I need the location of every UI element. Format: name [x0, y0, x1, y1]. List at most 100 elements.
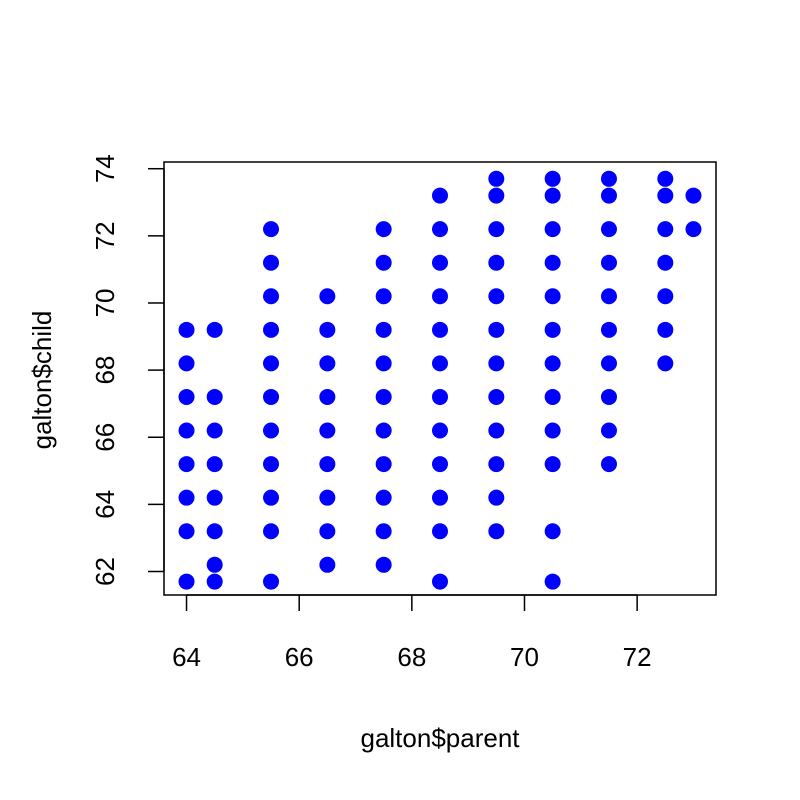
data-point	[600, 288, 617, 305]
data-point	[600, 456, 617, 473]
data-point	[600, 388, 617, 405]
data-point	[544, 254, 561, 271]
data-point	[600, 170, 617, 187]
data-point	[178, 523, 195, 540]
data-point	[263, 523, 280, 540]
data-point	[206, 388, 223, 405]
data-point	[544, 288, 561, 305]
data-point	[319, 523, 336, 540]
data-point	[206, 523, 223, 540]
data-point	[206, 556, 223, 573]
data-point	[432, 388, 448, 405]
x-axis-label: galton$parent	[360, 723, 520, 753]
data-point	[488, 355, 505, 372]
data-point	[544, 456, 561, 473]
data-point	[544, 422, 561, 439]
points-layer	[178, 170, 702, 590]
data-point	[488, 456, 505, 473]
data-point	[375, 456, 392, 473]
data-point	[488, 170, 505, 187]
data-point	[432, 523, 448, 540]
x-tick-label: 66	[285, 642, 314, 672]
data-point	[488, 422, 505, 439]
data-point	[319, 489, 336, 506]
data-point	[600, 221, 617, 238]
data-point	[319, 422, 336, 439]
data-point	[432, 355, 448, 372]
data-point	[657, 221, 674, 238]
data-point	[375, 388, 392, 405]
data-point	[600, 422, 617, 439]
data-point	[432, 456, 448, 473]
data-point	[263, 254, 280, 271]
data-point	[375, 254, 392, 271]
data-point	[178, 573, 195, 590]
data-point	[263, 221, 280, 238]
data-point	[178, 456, 195, 473]
data-point	[544, 170, 561, 187]
data-point	[432, 254, 448, 271]
data-point	[432, 422, 448, 439]
data-point	[375, 288, 392, 305]
data-point	[263, 288, 280, 305]
data-point	[319, 456, 336, 473]
x-tick-label: 70	[510, 642, 539, 672]
y-axis-label: galton$child	[27, 311, 57, 450]
data-point	[657, 187, 674, 204]
data-point	[263, 388, 280, 405]
data-point	[544, 523, 561, 540]
data-point	[432, 187, 448, 204]
data-point	[263, 489, 280, 506]
data-point	[488, 254, 505, 271]
data-point	[263, 456, 280, 473]
data-point	[206, 321, 223, 338]
data-point	[178, 489, 195, 506]
x-tick-label: 68	[397, 642, 426, 672]
y-tick-label: 70	[90, 289, 120, 318]
x-axis: 64 66 68 70 72	[172, 594, 652, 672]
data-point	[657, 254, 674, 271]
data-point	[544, 221, 561, 238]
data-point	[375, 556, 392, 573]
y-axis: 62 64 66 68 70 72 74	[90, 154, 165, 586]
data-point	[263, 573, 280, 590]
data-point	[488, 288, 505, 305]
y-tick-label: 64	[90, 490, 120, 519]
x-tick-label: 64	[172, 642, 201, 672]
data-point	[657, 355, 674, 372]
data-point	[375, 422, 392, 439]
data-point	[488, 187, 505, 204]
data-point	[488, 321, 505, 338]
data-point	[206, 456, 223, 473]
data-point	[375, 321, 392, 338]
data-point	[178, 321, 195, 338]
data-point	[263, 422, 280, 439]
data-point	[657, 321, 674, 338]
data-point	[488, 221, 505, 238]
data-point	[488, 388, 505, 405]
data-point	[432, 221, 448, 238]
data-point	[206, 573, 223, 590]
data-point	[685, 187, 702, 204]
data-point	[544, 388, 561, 405]
data-point	[319, 355, 336, 372]
y-tick-label: 66	[90, 423, 120, 452]
data-point	[263, 355, 280, 372]
data-point	[432, 288, 448, 305]
y-tick-label: 72	[90, 221, 120, 250]
data-point	[488, 489, 505, 506]
data-point	[432, 321, 448, 338]
data-point	[178, 422, 195, 439]
y-tick-label: 68	[90, 356, 120, 385]
data-point	[375, 221, 392, 238]
data-point	[544, 187, 561, 204]
data-point	[488, 523, 505, 540]
data-point	[375, 489, 392, 506]
data-point	[319, 288, 336, 305]
data-point	[685, 221, 702, 238]
data-point	[375, 523, 392, 540]
data-point	[432, 489, 448, 506]
data-point	[600, 321, 617, 338]
data-point	[657, 288, 674, 305]
data-point	[544, 355, 561, 372]
